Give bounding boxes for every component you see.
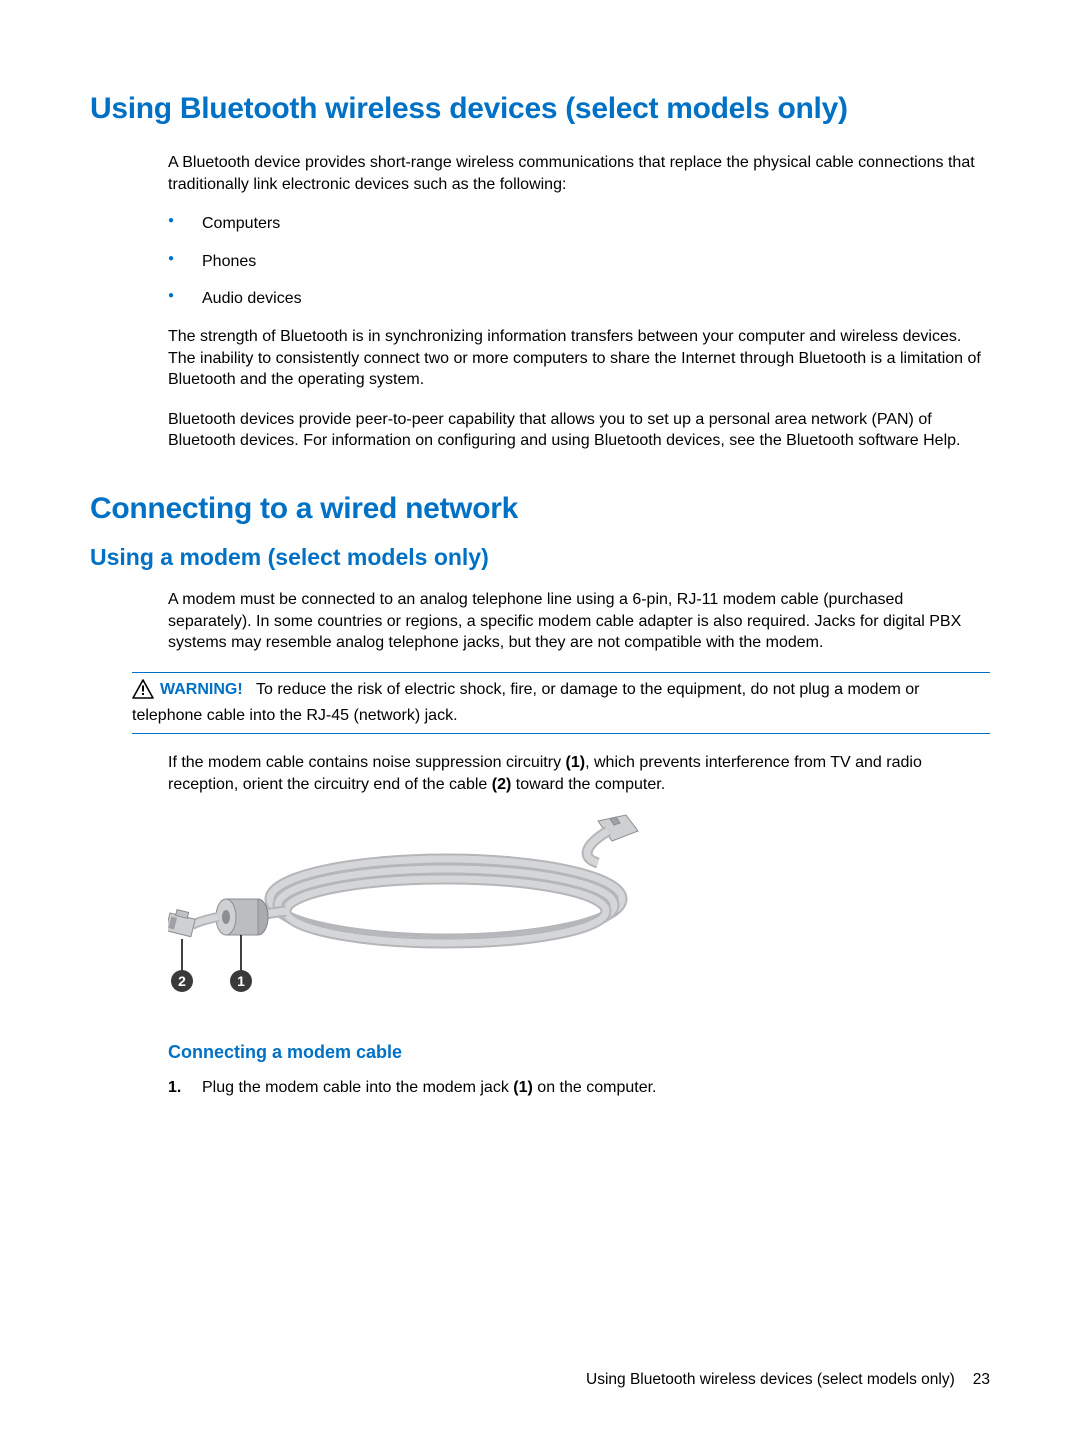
bluetooth-pan-para: Bluetooth devices provide peer-to-peer c… <box>168 409 990 452</box>
text-fragment: on the computer. <box>533 1079 657 1096</box>
page-number: 23 <box>973 1371 990 1388</box>
text-fragment: toward the computer. <box>511 776 665 793</box>
callout-ref: (1) <box>513 1079 533 1096</box>
figure-callout-1: 1 <box>237 973 245 989</box>
warning-icon <box>132 679 154 706</box>
heading-bluetooth: Using Bluetooth wireless devices (select… <box>90 92 990 126</box>
figure-callout-2: 2 <box>178 973 186 989</box>
text-fragment: Plug the modem cable into the modem jack <box>202 1079 513 1096</box>
heading-wired-network: Connecting to a wired network <box>90 492 990 526</box>
modem-cable-figure: 1 2 <box>168 813 990 1018</box>
connecting-steps: 1. Plug the modem cable into the modem j… <box>168 1077 990 1099</box>
heading-connecting-modem-cable: Connecting a modem cable <box>168 1042 990 1063</box>
warning-text: To reduce the risk of electric shock, fi… <box>132 681 919 725</box>
page-footer: Using Bluetooth wireless devices (select… <box>586 1371 990 1389</box>
text-fragment: If the modem cable contains noise suppre… <box>168 754 566 771</box>
callout-ref-1: (1) <box>566 754 586 771</box>
callout-ref-2: (2) <box>492 776 512 793</box>
heading-using-modem: Using a modem (select models only) <box>90 544 990 571</box>
bluetooth-device-list: Computers Phones Audio devices <box>168 213 990 310</box>
warning-block: WARNING! To reduce the risk of electric … <box>132 672 990 734</box>
list-item: Computers <box>168 213 990 235</box>
list-item: Audio devices <box>168 288 990 310</box>
list-item: Phones <box>168 251 990 273</box>
footer-section-title: Using Bluetooth wireless devices (select… <box>586 1371 955 1388</box>
warning-label: WARNING! <box>160 681 243 698</box>
noise-suppression-para: If the modem cable contains noise suppre… <box>168 752 990 795</box>
bluetooth-strength-para: The strength of Bluetooth is in synchron… <box>168 326 990 391</box>
modem-intro: A modem must be connected to an analog t… <box>168 589 990 654</box>
document-page: Using Bluetooth wireless devices (select… <box>0 0 1080 1437</box>
bluetooth-intro: A Bluetooth device provides short-range … <box>168 152 990 195</box>
step-item: 1. Plug the modem cable into the modem j… <box>168 1077 990 1099</box>
step-number: 1. <box>168 1077 181 1099</box>
